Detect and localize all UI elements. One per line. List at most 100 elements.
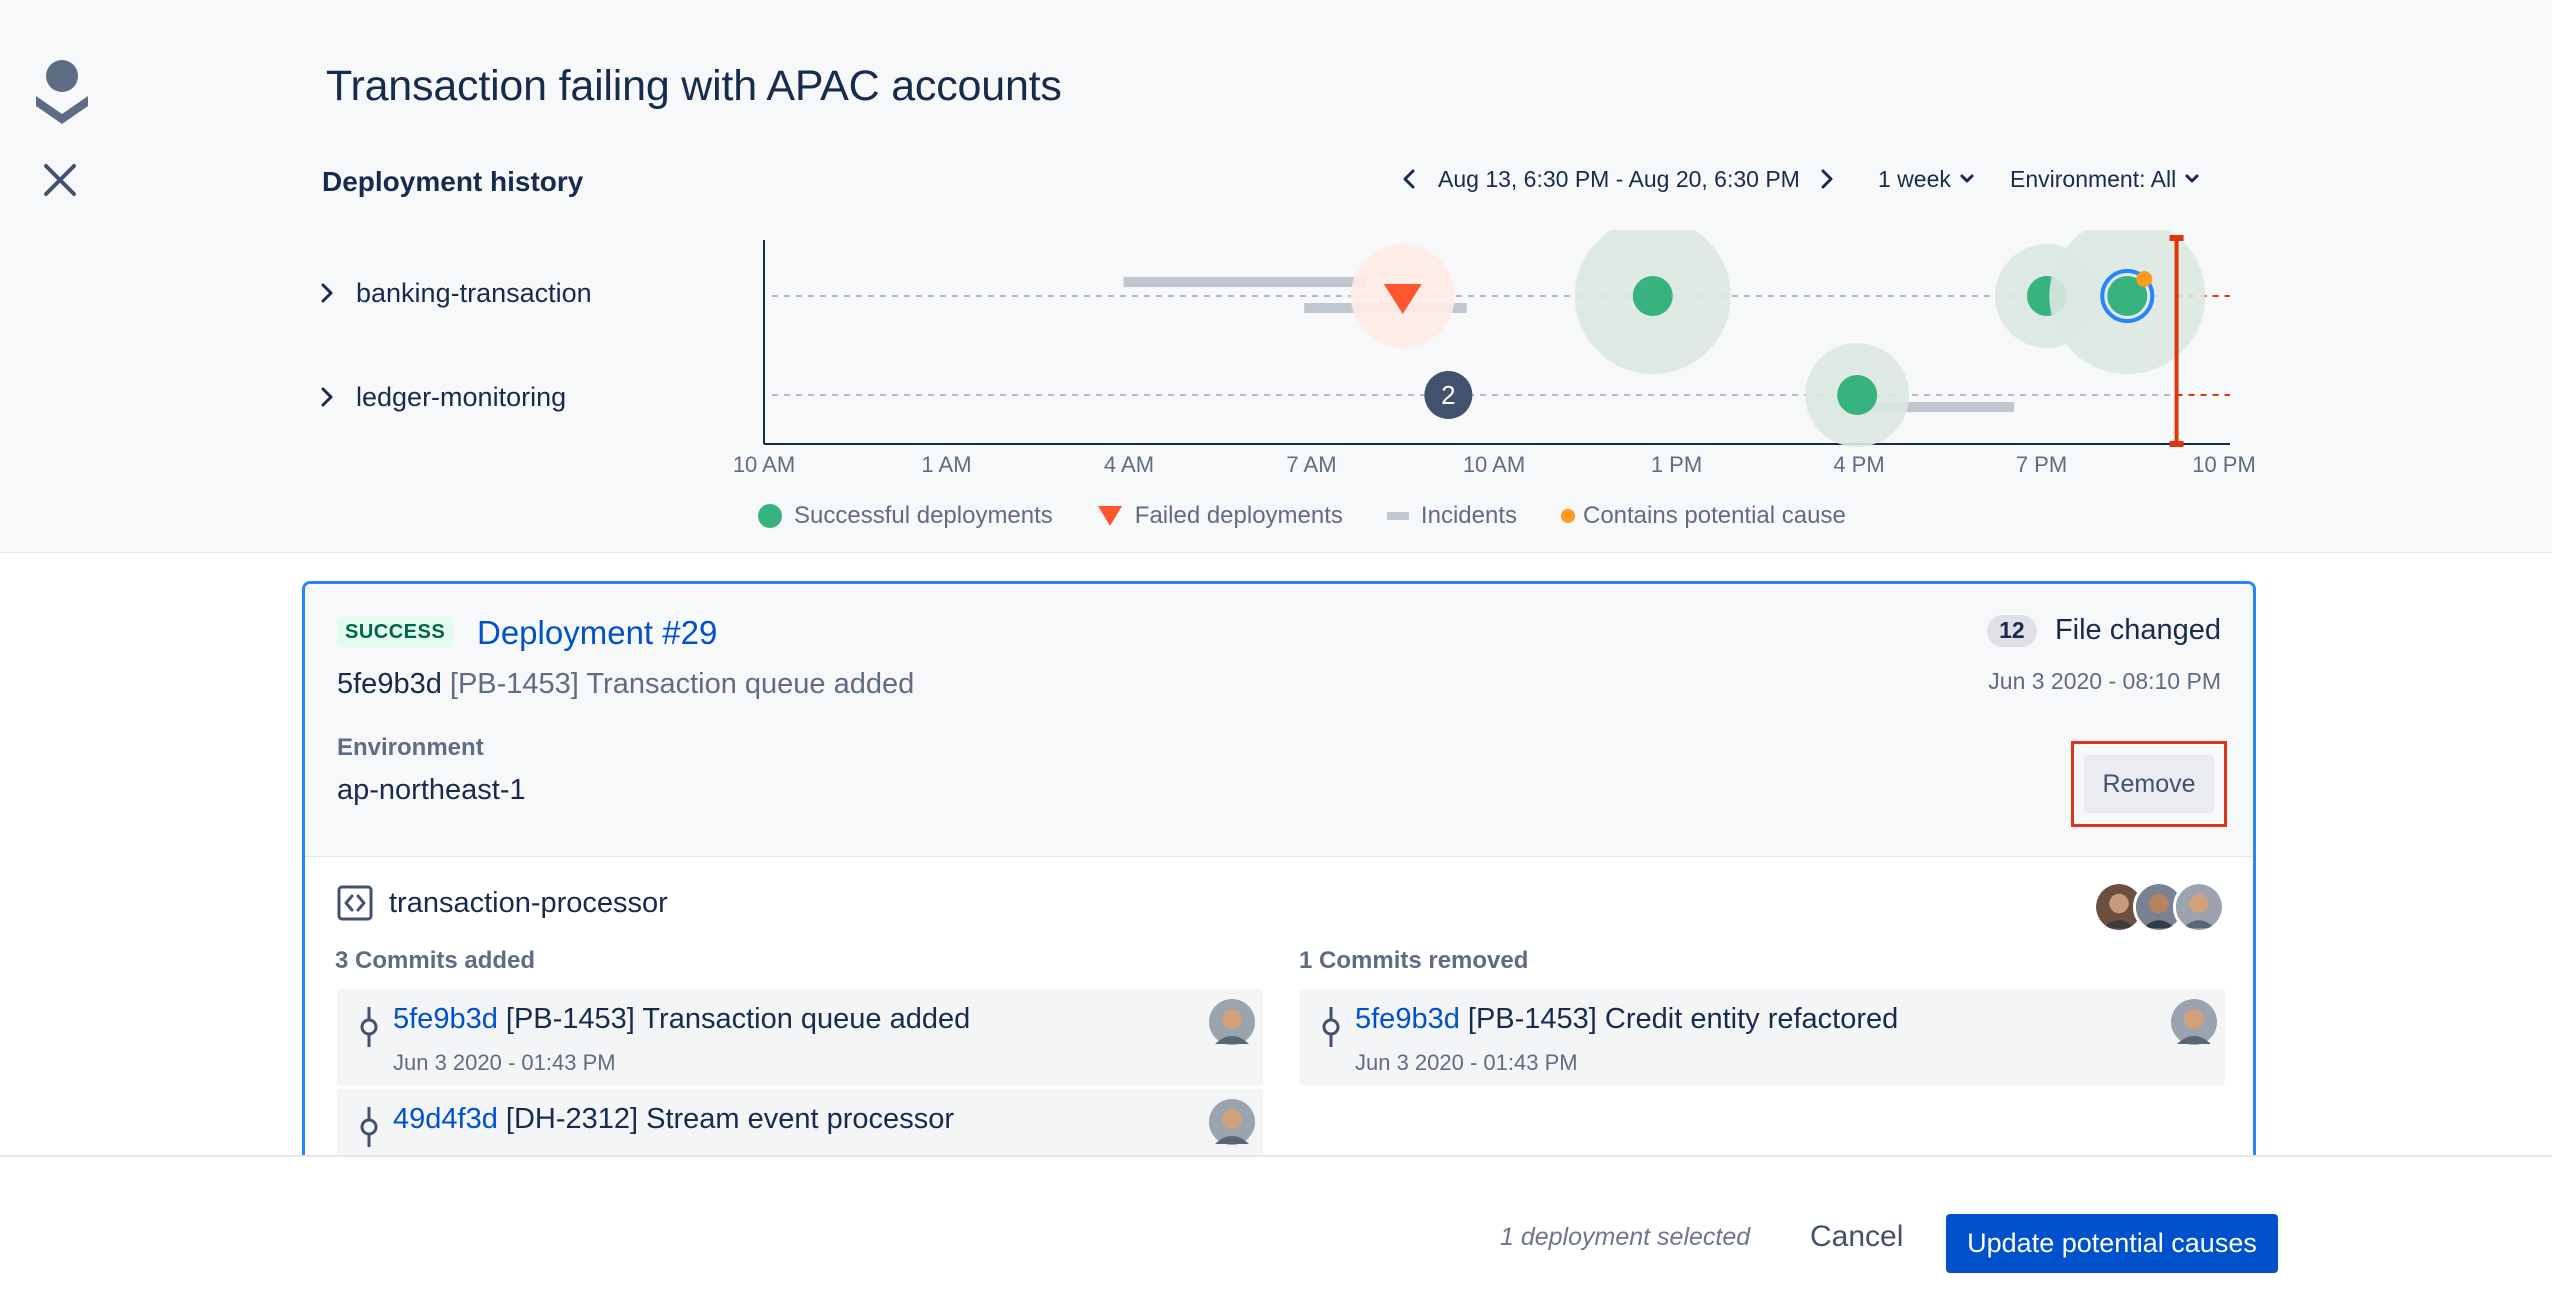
deployment-history-title: Deployment history (322, 166, 584, 197)
commits-added-title: 3 Commits added (335, 947, 536, 974)
incident-bar[interactable] (1123, 277, 1367, 287)
service-row-label: banking-transaction (356, 277, 592, 308)
files-count-badge: 12 (1986, 614, 2037, 647)
commit-icon (1322, 1007, 1340, 1047)
close-icon[interactable] (40, 160, 80, 200)
environment-label: Environment (337, 734, 484, 761)
commit-message: [PB-1453] Credit entity refactored (1467, 1003, 1899, 1035)
avatar[interactable] (1209, 1099, 1255, 1145)
environment-dropdown[interactable]: Environment: All (2010, 163, 2200, 195)
selected-ring (2100, 269, 2155, 323)
chevron-right-icon (321, 283, 333, 303)
potential-cause-dot-icon (1560, 509, 1575, 523)
avatar[interactable] (1209, 999, 1255, 1045)
avatar[interactable] (2133, 881, 2185, 933)
commit-text: 49d4f3d [DH-2312] Stream event processor (393, 1103, 954, 1136)
code-icon (337, 885, 373, 921)
list-item[interactable]: 5fe9b3d [PB-1453] Credit entity refactor… (1299, 989, 2225, 1085)
list-item[interactable]: 5fe9b3d [PB-1453] Transaction queue adde… (337, 989, 1263, 1085)
legend-success: Successful deployments (758, 502, 1053, 530)
chevron-left-icon[interactable] (1394, 164, 1424, 194)
x-tick-label: 4 PM (1833, 452, 1884, 477)
x-tick-label: 7 AM (1286, 452, 1336, 477)
deployment-card-header: SUCCESS Deployment #29 5fe9b3d [PB-1453]… (305, 584, 2253, 857)
commit-hash-link[interactable]: 5fe9b3d (1355, 1003, 1460, 1035)
repository-name: transaction-processor (389, 886, 668, 919)
remove-button[interactable]: Remove (2084, 755, 2214, 813)
repository: transaction-processor (337, 885, 668, 921)
commit-text: 5fe9b3d [PB-1453] Credit entity refactor… (1355, 1003, 1898, 1036)
service-row-banking-transaction[interactable]: banking-transaction (320, 273, 592, 313)
legend-cause: Contains potential cause (1560, 502, 1846, 530)
commit-message: [PB-1453] Transaction queue added (505, 1003, 971, 1035)
chevron-down-icon (1960, 174, 1974, 183)
remove-button-highlight: Remove (2071, 741, 2227, 827)
update-potential-causes-button[interactable]: Update potential causes (1946, 1214, 2278, 1273)
page-title: Transaction failing with APAC accounts (326, 62, 1062, 110)
success-deployment-marker[interactable] (1632, 276, 1673, 316)
deployment-commit: 5fe9b3d [PB-1453] Transaction queue adde… (337, 668, 914, 701)
service-row-ledger-monitoring[interactable]: ledger-monitoring (320, 377, 566, 417)
success-deployment-marker[interactable] (1837, 375, 1878, 415)
success-dot-icon (758, 504, 782, 528)
commit-hash-link[interactable]: 5fe9b3d (393, 1003, 498, 1035)
commit-message: [DH-2312] Stream event processor (505, 1103, 954, 1135)
x-tick-label: 10 AM (733, 452, 795, 477)
current-time-cap-top (2169, 235, 2184, 241)
x-tick-label: 1 AM (921, 452, 971, 477)
failed-triangle-icon (1097, 506, 1122, 526)
files-changed: 12 File changed (1986, 614, 2221, 647)
x-tick-label: 1 PM (1651, 452, 1702, 477)
current-time-cap-bottom (2169, 441, 2184, 447)
commit-text: 5fe9b3d [PB-1453] Transaction queue adde… (393, 1003, 970, 1036)
environment-dropdown-label: Environment: All (2010, 165, 2177, 192)
x-tick-label: 7 PM (2016, 452, 2067, 477)
x-tick-label: 10 AM (1463, 452, 1525, 477)
commit-date: Jun 3 2020 - 01:43 PM (393, 1050, 616, 1075)
incident-bar-icon (1386, 512, 1409, 520)
legend-incidents: Incidents (1386, 502, 1517, 530)
avatar[interactable] (2171, 999, 2217, 1045)
deployment-history-panel: Transaction failing with APAC accounts D… (0, 0, 2552, 553)
x-tick-label: 4 AM (1104, 452, 1154, 477)
timeline-legend: Successful deployments Failed deployment… (758, 500, 1890, 532)
service-row-label: ledger-monitoring (356, 381, 567, 412)
selection-status: 1 deployment selected (1500, 1223, 1751, 1251)
status-badge: SUCCESS (337, 617, 454, 647)
success-deployment-marker[interactable] (2107, 276, 2148, 316)
commit-icon (360, 1007, 378, 1047)
contributor-avatars (2093, 881, 2225, 933)
cancel-button[interactable]: Cancel (1790, 1209, 1923, 1265)
incident-bar[interactable] (1849, 402, 2015, 412)
app-logo-icon (36, 60, 88, 124)
date-range-control: Aug 13, 6:30 PM - Aug 20, 6:30 PM (1394, 163, 1842, 195)
footer-bar: 1 deployment selected Cancel Update pote… (0, 1155, 2552, 1311)
avatar[interactable] (2173, 881, 2225, 933)
legend-cause-label: Contains potential cause (1582, 502, 1846, 529)
deployment-title-link[interactable]: Deployment #29 (477, 614, 718, 651)
potential-cause-marker (2136, 271, 2153, 287)
x-tick-label: 10 PM (2192, 452, 2256, 477)
chevron-right-icon[interactable] (1812, 164, 1842, 194)
period-dropdown[interactable]: 1 week (1878, 163, 1975, 195)
legend-failed: Failed deployments (1097, 502, 1343, 530)
date-range-label: Aug 13, 6:30 PM - Aug 20, 6:30 PM (1438, 165, 1800, 192)
commit-hash-link[interactable]: 49d4f3d (393, 1103, 498, 1135)
commits-removed-title: 1 Commits removed (1299, 947, 1529, 974)
deployment-commit-hash: 5fe9b3d (337, 668, 442, 700)
environment-value: ap-northeast-1 (337, 774, 526, 806)
legend-success-label: Successful deployments (794, 502, 1053, 529)
period-dropdown-label: 1 week (1878, 165, 1951, 192)
deployment-group-marker[interactable] (1424, 371, 1473, 419)
chevron-down-icon (2185, 174, 2199, 183)
commit-icon (360, 1107, 378, 1147)
chevron-right-icon (321, 387, 333, 407)
failed-deployment-marker[interactable] (1383, 284, 1422, 314)
legend-incidents-label: Incidents (1420, 502, 1517, 529)
files-changed-label: File changed (2054, 614, 2221, 646)
deployment-date: Jun 3 2020 - 08:10 PM (1988, 668, 2221, 694)
commit-date: Jun 3 2020 - 01:43 PM (1355, 1050, 1578, 1075)
deployment-timeline[interactable]: 10 AM 1 AM 4 AM 7 AM 10 AM 1 PM 4 PM 7 PM 10 PM 2 (720, 230, 2260, 490)
deployment-commit-message: [PB-1453] Transaction queue added (449, 668, 915, 700)
legend-failed-label: Failed deployments (1134, 502, 1343, 529)
